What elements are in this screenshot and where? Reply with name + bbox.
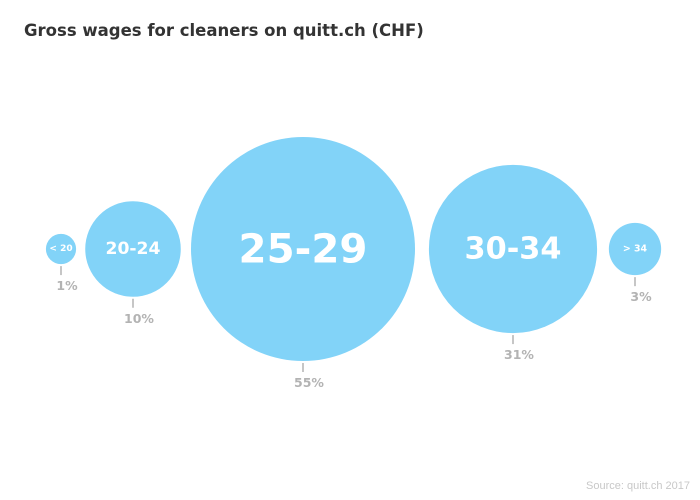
bubble-group: > 34 3% <box>608 222 662 304</box>
value-label: 31% <box>504 347 534 362</box>
bubble <box>191 137 415 361</box>
value-label: 10% <box>124 311 154 326</box>
bubble <box>85 201 181 297</box>
bubble-group: 20-24 10% <box>85 201 181 326</box>
value-label: 1% <box>56 278 78 293</box>
chart-title: Gross wages for cleaners on quitt.ch (CH… <box>24 21 424 40</box>
bubble-category-label: 30-34 <box>465 232 562 267</box>
bubble-group: 30-34 31% <box>428 164 598 362</box>
bubble-group: 25-29 55% <box>191 137 415 390</box>
bubble-group: < 20 1% <box>45 233 78 293</box>
bubble <box>428 164 598 334</box>
bubble-category-label: 25-29 <box>239 226 368 273</box>
bubble-category-label: > 34 <box>623 244 648 255</box>
value-label: 3% <box>630 289 652 304</box>
bubble <box>608 222 662 276</box>
value-label: 55% <box>294 375 324 390</box>
bubble-category-label: < 20 <box>49 244 72 254</box>
bubble <box>45 233 77 265</box>
bubble-category-label: 20-24 <box>106 239 161 259</box>
source-note: Source: quitt.ch 2017 <box>586 480 690 492</box>
